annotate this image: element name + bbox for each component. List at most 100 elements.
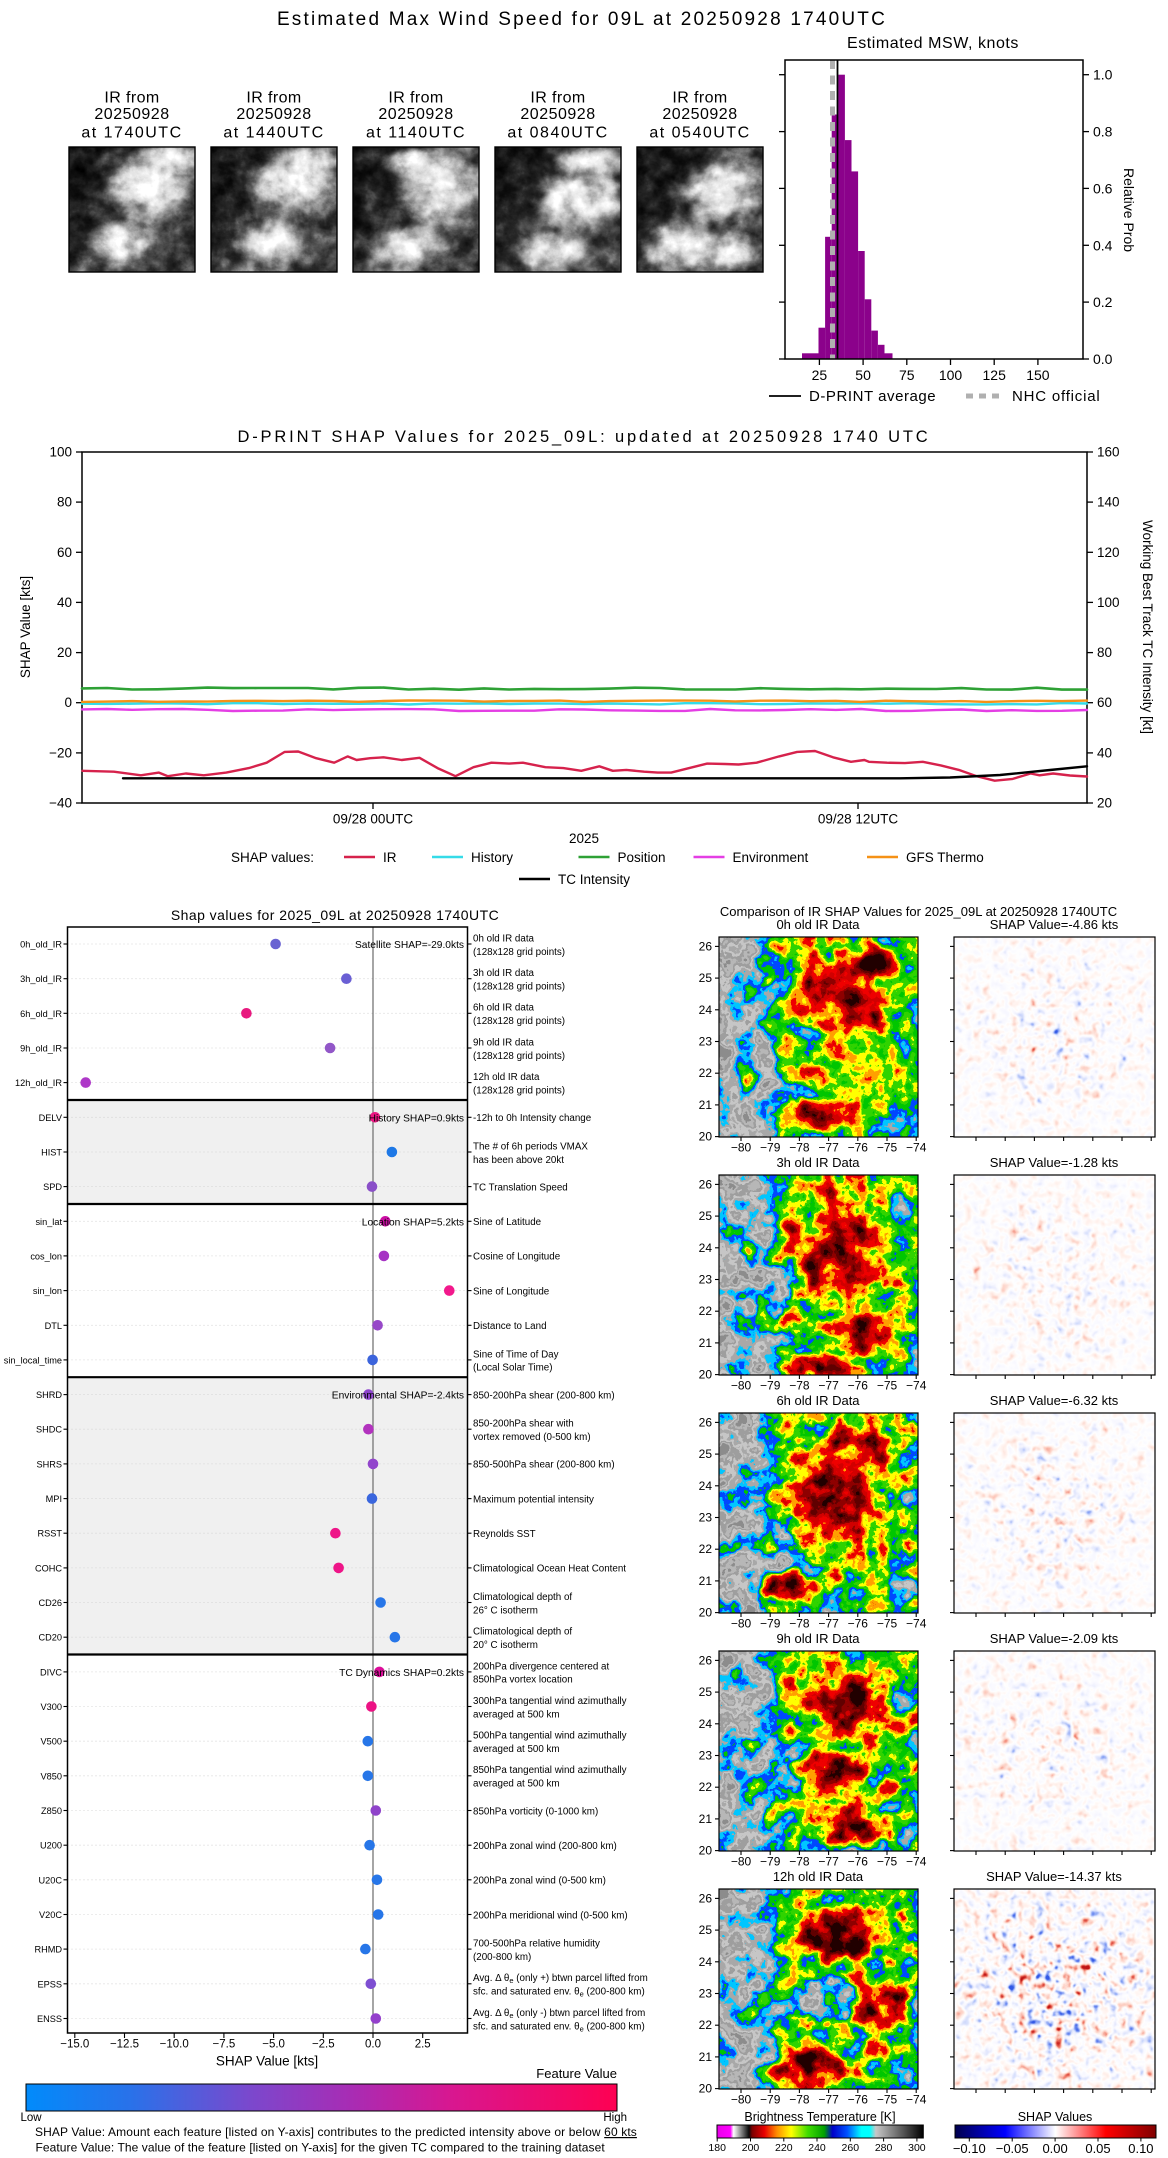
svg-text:−79: −79 bbox=[760, 1617, 781, 1631]
svg-text:26: 26 bbox=[699, 1177, 713, 1191]
svg-text:80: 80 bbox=[57, 495, 72, 510]
svg-text:20° C isotherm: 20° C isotherm bbox=[473, 1640, 538, 1651]
svg-text:23: 23 bbox=[699, 1511, 713, 1525]
svg-text:0.6: 0.6 bbox=[1093, 180, 1113, 196]
svg-text:60: 60 bbox=[1097, 695, 1112, 710]
svg-text:−77: −77 bbox=[818, 1855, 839, 1869]
svg-text:at 1140UTC: at 1140UTC bbox=[366, 125, 466, 142]
svg-text:200hPa divergence centered at: 200hPa divergence centered at bbox=[473, 1661, 609, 1672]
svg-text:Cosine of Longitude: Cosine of Longitude bbox=[473, 1252, 561, 1263]
svg-text:IR from: IR from bbox=[672, 90, 727, 107]
svg-text:20250928: 20250928 bbox=[236, 106, 311, 123]
svg-text:12h_old_IR: 12h_old_IR bbox=[15, 1078, 62, 1088]
svg-text:−7.5: −7.5 bbox=[213, 2039, 236, 2051]
svg-text:−0.05: −0.05 bbox=[996, 2141, 1029, 2156]
svg-text:−75: −75 bbox=[877, 1855, 898, 1869]
svg-text:Brightness Temperature [K]: Brightness Temperature [K] bbox=[744, 2110, 895, 2124]
svg-text:150: 150 bbox=[1026, 367, 1050, 383]
svg-text:21: 21 bbox=[699, 1812, 713, 1826]
svg-text:High: High bbox=[603, 2112, 627, 2124]
svg-text:20: 20 bbox=[57, 645, 72, 660]
svg-text:09/28 12UTC: 09/28 12UTC bbox=[818, 812, 899, 827]
svg-text:sin_lon: sin_lon bbox=[33, 1286, 62, 1296]
svg-text:−79: −79 bbox=[760, 1141, 781, 1155]
svg-text:EPSS: EPSS bbox=[37, 1979, 62, 1989]
svg-text:NHC official: NHC official bbox=[1012, 388, 1101, 405]
svg-text:cos_lon: cos_lon bbox=[30, 1251, 62, 1261]
svg-text:0.00: 0.00 bbox=[1042, 2141, 1067, 2156]
svg-text:IR: IR bbox=[383, 850, 397, 865]
svg-text:850hPa vortex location: 850hPa vortex location bbox=[473, 1675, 573, 1686]
svg-text:24: 24 bbox=[699, 1717, 713, 1731]
svg-text:0.4: 0.4 bbox=[1093, 237, 1113, 253]
svg-text:TC Translation Speed: TC Translation Speed bbox=[473, 1182, 568, 1193]
svg-text:26: 26 bbox=[699, 1415, 713, 1429]
svg-text:ENSS: ENSS bbox=[37, 2014, 62, 2024]
svg-text:DIVC: DIVC bbox=[40, 1667, 62, 1677]
svg-text:20: 20 bbox=[699, 1606, 713, 1620]
svg-text:850-500hPa shear (200-800 km): 850-500hPa shear (200-800 km) bbox=[473, 1460, 615, 1471]
svg-text:23: 23 bbox=[699, 1987, 713, 2001]
svg-text:20250928: 20250928 bbox=[520, 106, 595, 123]
svg-text:300hPa tangential wind azimuth: 300hPa tangential wind azimuthally bbox=[473, 1696, 627, 1707]
svg-text:260: 260 bbox=[842, 2142, 860, 2154]
svg-text:100: 100 bbox=[939, 367, 963, 383]
svg-text:3h_old_IR: 3h_old_IR bbox=[20, 974, 62, 984]
svg-text:SHAP Value=-4.86 kts: SHAP Value=-4.86 kts bbox=[990, 917, 1119, 932]
svg-text:0.10: 0.10 bbox=[1128, 2141, 1153, 2156]
svg-text:0: 0 bbox=[64, 695, 72, 710]
svg-text:−80: −80 bbox=[731, 1379, 752, 1393]
svg-text:22: 22 bbox=[699, 1304, 713, 1318]
svg-text:IR from: IR from bbox=[104, 90, 159, 107]
svg-text:SHAP values:: SHAP values: bbox=[231, 850, 314, 865]
svg-text:25: 25 bbox=[812, 367, 828, 383]
svg-text:−75: −75 bbox=[877, 1141, 898, 1155]
svg-text:U20C: U20C bbox=[39, 1875, 63, 1885]
svg-text:21: 21 bbox=[699, 1098, 713, 1112]
svg-text:25: 25 bbox=[699, 1685, 713, 1699]
svg-text:22: 22 bbox=[699, 1780, 713, 1794]
svg-text:Estimated Max Wind Speed for 0: Estimated Max Wind Speed for 09L at 2025… bbox=[277, 9, 887, 30]
svg-text:Low: Low bbox=[21, 2112, 43, 2124]
svg-text:Distance to Land: Distance to Land bbox=[473, 1321, 547, 1332]
svg-text:9h_old_IR: 9h_old_IR bbox=[20, 1044, 62, 1054]
svg-text:has been above 20kt: has been above 20kt bbox=[473, 1155, 564, 1166]
svg-text:(200-800 km): (200-800 km) bbox=[473, 1952, 531, 1963]
svg-text:−0.10: −0.10 bbox=[953, 2141, 986, 2156]
svg-text:50: 50 bbox=[855, 367, 871, 383]
svg-text:sin_lat: sin_lat bbox=[35, 1217, 62, 1227]
svg-text:−77: −77 bbox=[818, 1617, 839, 1631]
svg-text:−74: −74 bbox=[906, 1141, 927, 1155]
svg-text:2.5: 2.5 bbox=[415, 2039, 431, 2051]
svg-text:3h old IR data: 3h old IR data bbox=[473, 968, 535, 979]
svg-text:Climatological depth of: Climatological depth of bbox=[473, 1627, 572, 1638]
svg-text:averaged at 500 km: averaged at 500 km bbox=[473, 1779, 560, 1790]
svg-text:Comparison of IR SHAP Values f: Comparison of IR SHAP Values for 2025_09… bbox=[720, 904, 1117, 919]
svg-text:24: 24 bbox=[699, 1003, 713, 1017]
svg-text:80: 80 bbox=[1097, 645, 1112, 660]
svg-text:−80: −80 bbox=[731, 1141, 752, 1155]
svg-text:Sine of Latitude: Sine of Latitude bbox=[473, 1217, 542, 1228]
svg-text:21: 21 bbox=[699, 1336, 713, 1350]
svg-text:Sine of Longitude: Sine of Longitude bbox=[473, 1286, 550, 1297]
svg-text:23: 23 bbox=[699, 1273, 713, 1287]
svg-text:sin_local_time: sin_local_time bbox=[4, 1355, 62, 1365]
svg-text:−80: −80 bbox=[731, 1855, 752, 1869]
svg-text:Maximum potential intensity: Maximum potential intensity bbox=[473, 1494, 594, 1505]
svg-text:−79: −79 bbox=[760, 1855, 781, 1869]
svg-text:at 1740UTC: at 1740UTC bbox=[81, 125, 182, 142]
svg-text:0.0: 0.0 bbox=[1093, 351, 1113, 367]
svg-text:SHAP Values: SHAP Values bbox=[1018, 2110, 1093, 2124]
svg-text:-12h to 0h Intensity change: -12h to 0h Intensity change bbox=[473, 1113, 592, 1124]
svg-text:SHRD: SHRD bbox=[36, 1390, 62, 1400]
svg-text:26: 26 bbox=[699, 1653, 713, 1667]
svg-text:(128x128 grid points): (128x128 grid points) bbox=[473, 1051, 565, 1062]
svg-text:0.05: 0.05 bbox=[1085, 2141, 1110, 2156]
svg-text:200hPa meridional wind (0-500: 200hPa meridional wind (0-500 km) bbox=[473, 1910, 628, 1921]
svg-text:RSST: RSST bbox=[37, 1529, 62, 1539]
svg-text:140: 140 bbox=[1097, 495, 1120, 510]
svg-text:Location SHAP=5.2kts: Location SHAP=5.2kts bbox=[362, 1217, 464, 1228]
svg-text:20250928: 20250928 bbox=[378, 106, 453, 123]
svg-text:−10.0: −10.0 bbox=[160, 2039, 189, 2051]
svg-text:Avg. Δ θe (only +) btwn parce: Avg. Δ θe (only +) btwn parcel lifted fr… bbox=[473, 1973, 648, 1985]
